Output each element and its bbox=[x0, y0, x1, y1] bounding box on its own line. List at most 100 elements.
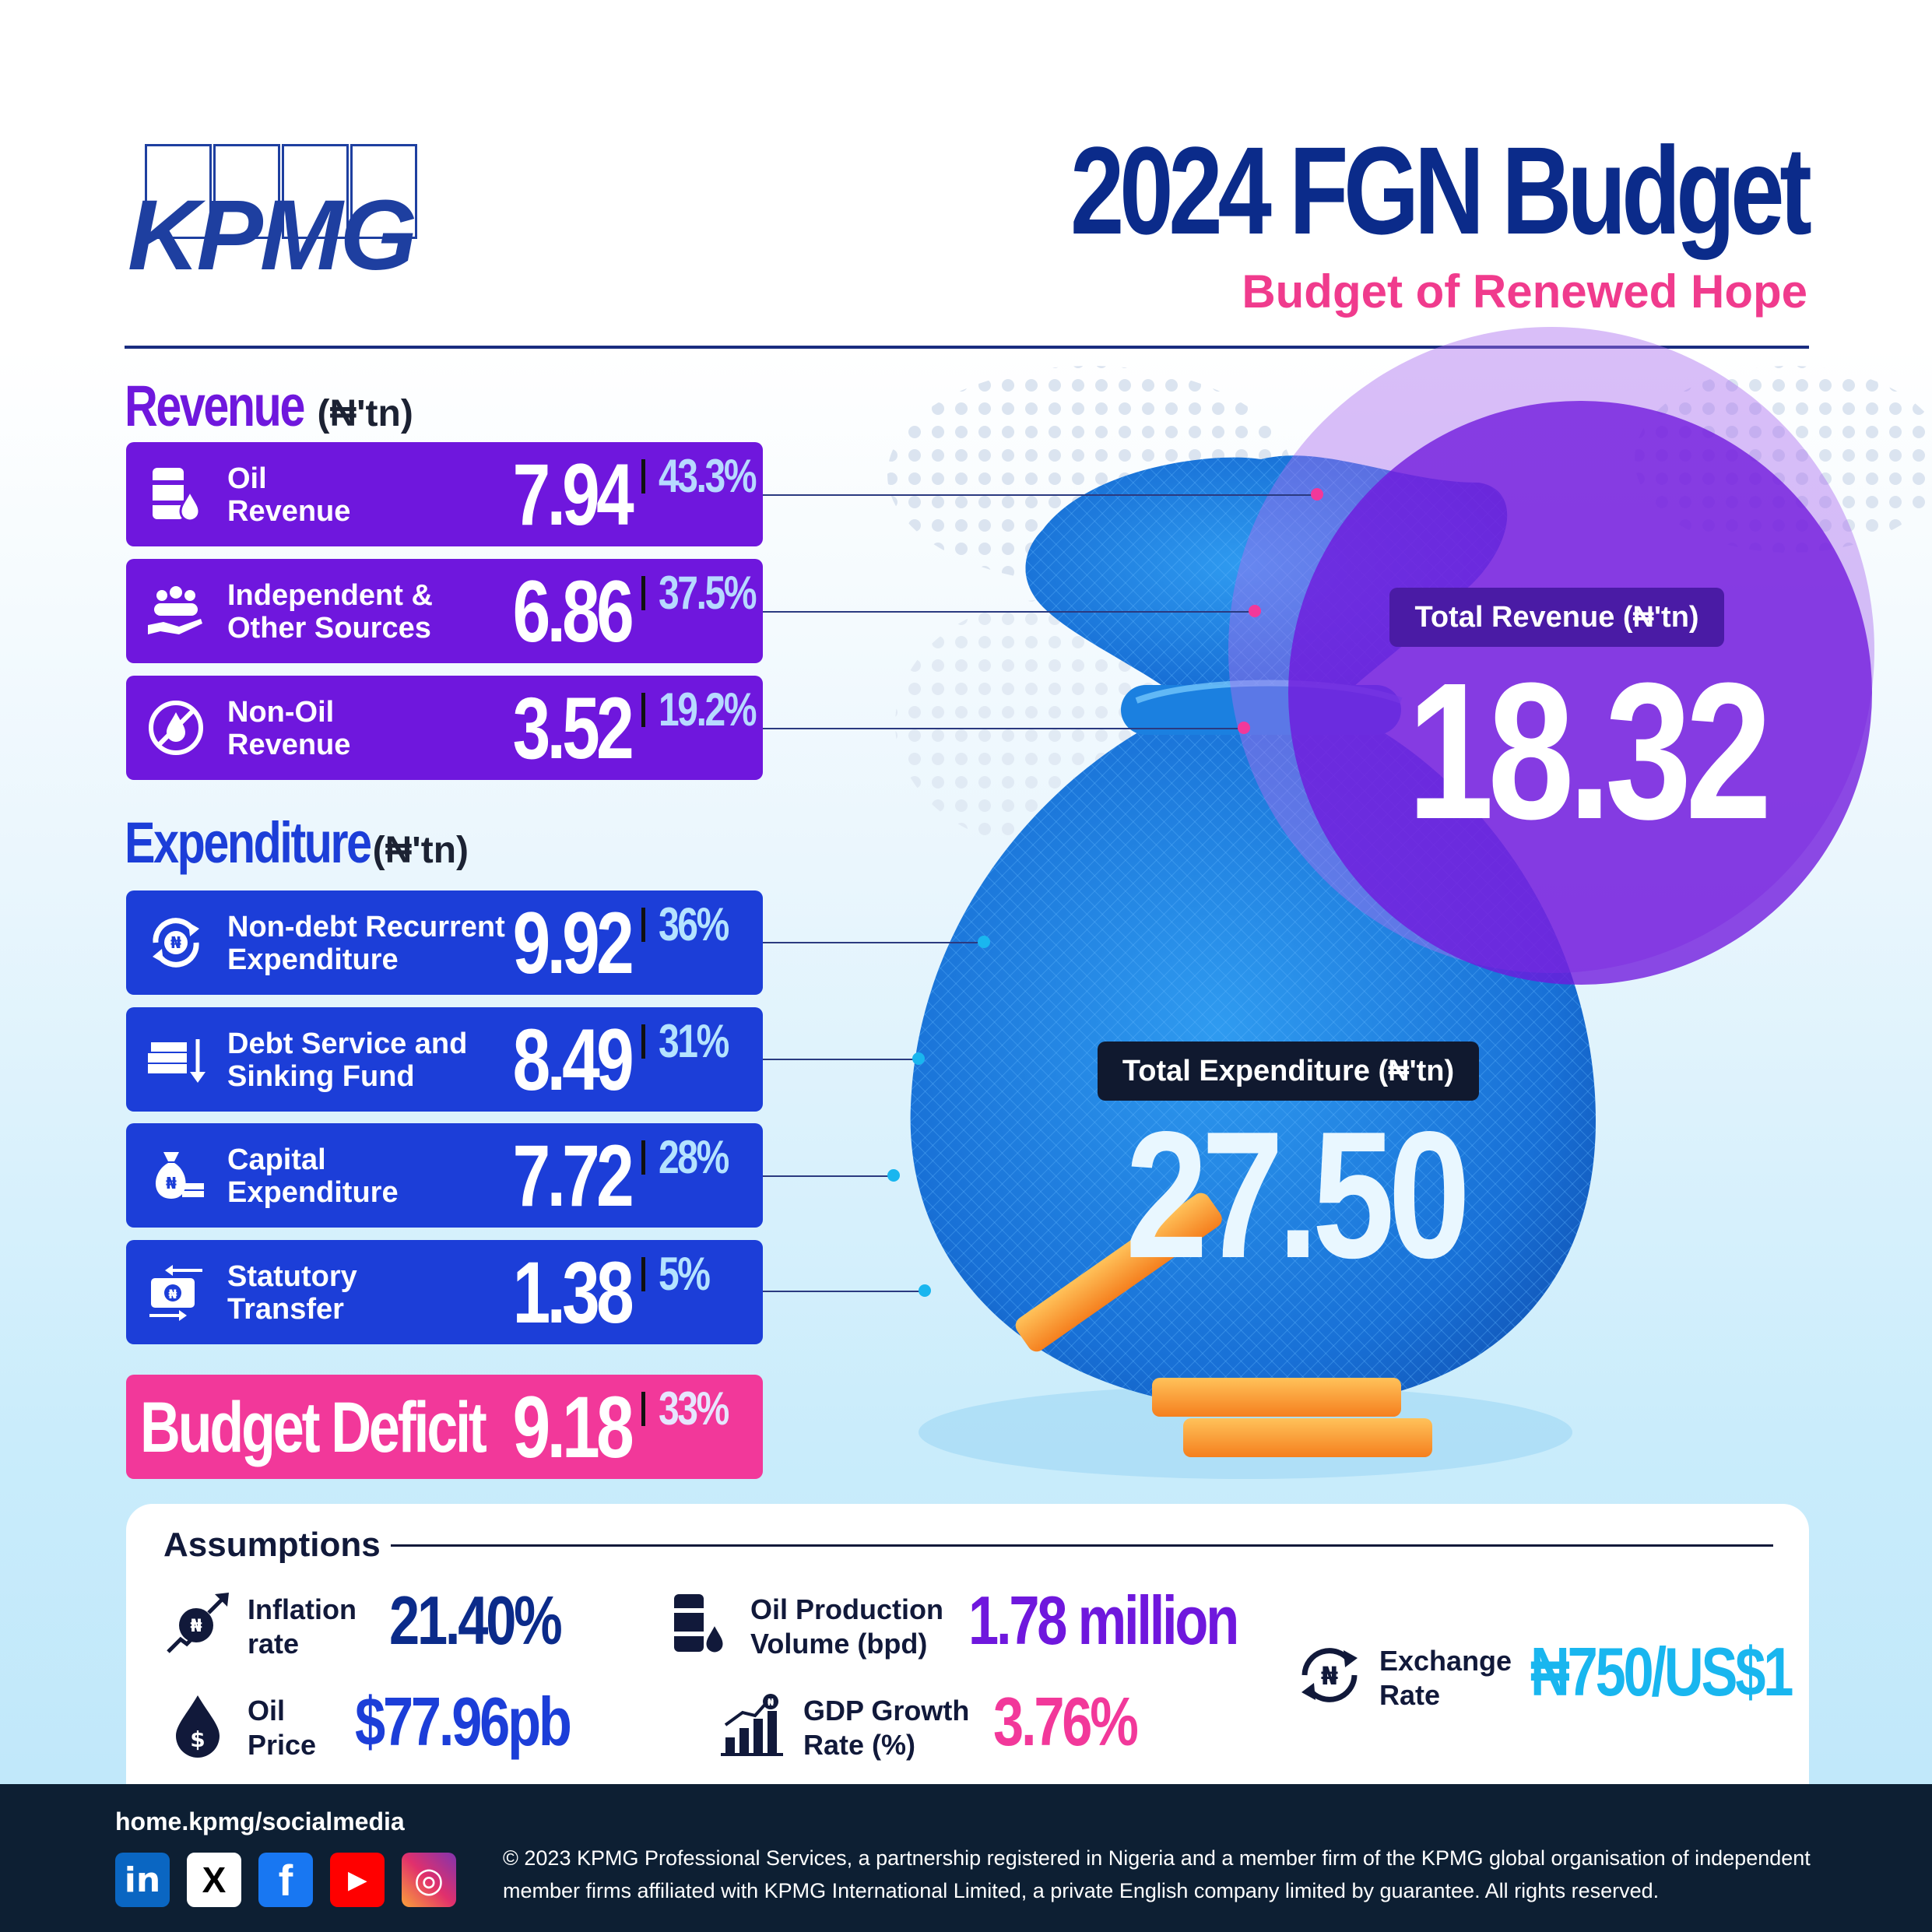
oil-barrel-icon bbox=[671, 1594, 725, 1655]
expenditure-unit: (₦'tn) bbox=[372, 830, 469, 871]
facebook-icon[interactable]: f bbox=[258, 1853, 313, 1907]
no-oil-icon bbox=[143, 695, 209, 761]
people-hand-icon bbox=[143, 578, 209, 644]
assumption-label-line1: Oil Production bbox=[750, 1593, 943, 1625]
card-label-line1: Non-debt Recurrent bbox=[227, 911, 505, 943]
connector-dot bbox=[1249, 605, 1261, 617]
logo-text: KPMG bbox=[128, 180, 417, 291]
total-revenue-label: Total Revenue (₦'tn) bbox=[1389, 588, 1724, 647]
connector-dot bbox=[978, 936, 990, 948]
assumption-label-line1: Exchange bbox=[1379, 1645, 1512, 1677]
card-separator bbox=[641, 1257, 645, 1291]
svg-text:₦: ₦ bbox=[170, 933, 181, 952]
expenditure-card-recurrent: ₦ Non-debt Recurrent Expenditure 9.92 36% bbox=[126, 890, 763, 995]
card-label-line1: Debt Service and bbox=[227, 1027, 468, 1060]
card-separator bbox=[641, 1024, 645, 1059]
svg-text:$: $ bbox=[190, 1727, 205, 1752]
card-separator bbox=[641, 459, 645, 494]
revenue-unit: (₦'tn) bbox=[317, 393, 413, 434]
connector-dot bbox=[887, 1169, 900, 1182]
card-label-line2: Sinking Fund bbox=[227, 1060, 415, 1093]
assumption-label-line1: Oil bbox=[248, 1695, 286, 1727]
coins bbox=[1015, 1193, 1222, 1352]
card-percent: 43.3% bbox=[659, 450, 757, 502]
svg-text:₦: ₦ bbox=[1321, 1661, 1338, 1691]
card-separator bbox=[641, 1392, 645, 1426]
card-percent: 5% bbox=[659, 1248, 711, 1300]
card-separator bbox=[641, 693, 645, 727]
page-title: 2024 FGN Budget bbox=[1070, 121, 1812, 260]
page-subtitle: Budget of Renewed Hope bbox=[1242, 265, 1807, 318]
card-label-line1: Oil bbox=[227, 462, 267, 495]
header-divider bbox=[125, 346, 1809, 349]
growth-chart-icon: ₦ bbox=[721, 1694, 783, 1756]
assumption-label-line1: GDP Growth bbox=[803, 1695, 970, 1727]
card-label-line1: Capital bbox=[227, 1143, 326, 1176]
assumption-label-line2: Rate (%) bbox=[803, 1729, 916, 1761]
revenue-card-oil: Oil Revenue 7.94 43.3% bbox=[126, 442, 763, 546]
assumption-value: 1.78 million bbox=[968, 1582, 1239, 1659]
expenditure-card-debt: Debt Service and Sinking Fund 8.49 31% bbox=[126, 1007, 763, 1112]
card-label-line1: Independent & bbox=[227, 579, 433, 612]
connector-line bbox=[763, 942, 989, 943]
assumption-value: $77.96pb bbox=[355, 1683, 572, 1760]
card-label-line2: Expenditure bbox=[227, 943, 399, 976]
card-label-line2: Revenue bbox=[227, 729, 351, 761]
oil-drop-dollar-icon: $ bbox=[176, 1695, 220, 1758]
revenue-heading-text: Revenue bbox=[125, 374, 305, 438]
revenue-circle bbox=[1288, 401, 1872, 985]
connector-line bbox=[763, 1291, 926, 1292]
card-percent: 37.5% bbox=[659, 567, 757, 619]
card-percent: 36% bbox=[659, 898, 729, 950]
card-label-line1: Statutory bbox=[227, 1260, 357, 1293]
x-twitter-icon[interactable]: X bbox=[187, 1853, 241, 1907]
card-label-line1: Non-Oil bbox=[227, 696, 335, 729]
deficit-value: 9.18 bbox=[512, 1379, 634, 1476]
footer bbox=[0, 1784, 1932, 1932]
youtube-icon[interactable]: ▶ bbox=[330, 1853, 385, 1907]
connector-line bbox=[763, 1059, 919, 1060]
connector-dot bbox=[1238, 722, 1250, 734]
assumption-label-line2: Price bbox=[248, 1729, 317, 1761]
linkedin-icon[interactable]: in bbox=[115, 1853, 170, 1907]
connector-line bbox=[763, 611, 1255, 613]
assumption-value: ₦750/US$1 bbox=[1530, 1633, 1793, 1710]
money-bag-icon: ₦ bbox=[143, 1143, 209, 1208]
copyright-text: © 2023 KPMG Professional Services, a par… bbox=[503, 1846, 1811, 1902]
kpmg-logo: KPMG bbox=[125, 144, 436, 291]
assumption-label-line1: Inflation bbox=[248, 1593, 357, 1625]
expenditure-card-capital: ₦ Capital Expenditure 7.72 28% bbox=[126, 1123, 763, 1228]
social-media-link[interactable]: home.kpmg/socialmedia bbox=[115, 1807, 405, 1835]
card-value: 1.38 bbox=[512, 1244, 634, 1341]
connector-dot bbox=[1311, 488, 1323, 501]
instagram-icon[interactable]: ◎ bbox=[402, 1853, 456, 1907]
card-value: 7.94 bbox=[512, 446, 634, 543]
card-label-line2: Expenditure bbox=[227, 1176, 399, 1209]
currency-exchange-icon: ₦ bbox=[1301, 1648, 1358, 1702]
card-value: 7.72 bbox=[512, 1127, 634, 1224]
card-label-line2: Other Sources bbox=[227, 612, 431, 645]
transfer-icon: ₦ bbox=[143, 1259, 209, 1325]
total-revenue-value: 18.32 bbox=[1407, 642, 1772, 859]
assumption-value: 3.76% bbox=[993, 1683, 1139, 1760]
assumptions-divider bbox=[391, 1544, 1773, 1547]
card-value: 6.86 bbox=[512, 563, 634, 660]
card-label-line2: Transfer bbox=[227, 1293, 344, 1326]
budget-deficit-card: Budget Deficit 9.18 33% bbox=[126, 1375, 763, 1479]
assumptions-panel: Assumptions ₦ Inflation rate 21.40% $ Oil… bbox=[126, 1504, 1809, 1784]
deficit-label: Budget Deficit bbox=[140, 1388, 487, 1467]
connector-line bbox=[763, 494, 1317, 496]
card-value: 8.49 bbox=[512, 1011, 634, 1108]
card-value: 3.52 bbox=[512, 680, 634, 777]
revenue-card-independent: Independent & Other Sources 6.86 37.5% bbox=[126, 559, 763, 663]
card-separator bbox=[641, 1140, 645, 1175]
card-percent: 19.2% bbox=[659, 683, 757, 736]
expenditure-heading: Expenditure(₦'tn) bbox=[125, 814, 469, 872]
revenue-heading: Revenue (₦'tn) bbox=[125, 378, 413, 435]
assumption-value: 21.40% bbox=[389, 1582, 563, 1659]
naira-cycle-icon: ₦ bbox=[143, 910, 209, 975]
total-expenditure-label: Total Expenditure (₦'tn) bbox=[1098, 1042, 1479, 1101]
inflation-icon: ₦ bbox=[167, 1593, 229, 1653]
deficit-percent: 33% bbox=[659, 1382, 729, 1435]
expenditure-card-statutory: ₦ Statutory Transfer 1.38 5% bbox=[126, 1240, 763, 1344]
